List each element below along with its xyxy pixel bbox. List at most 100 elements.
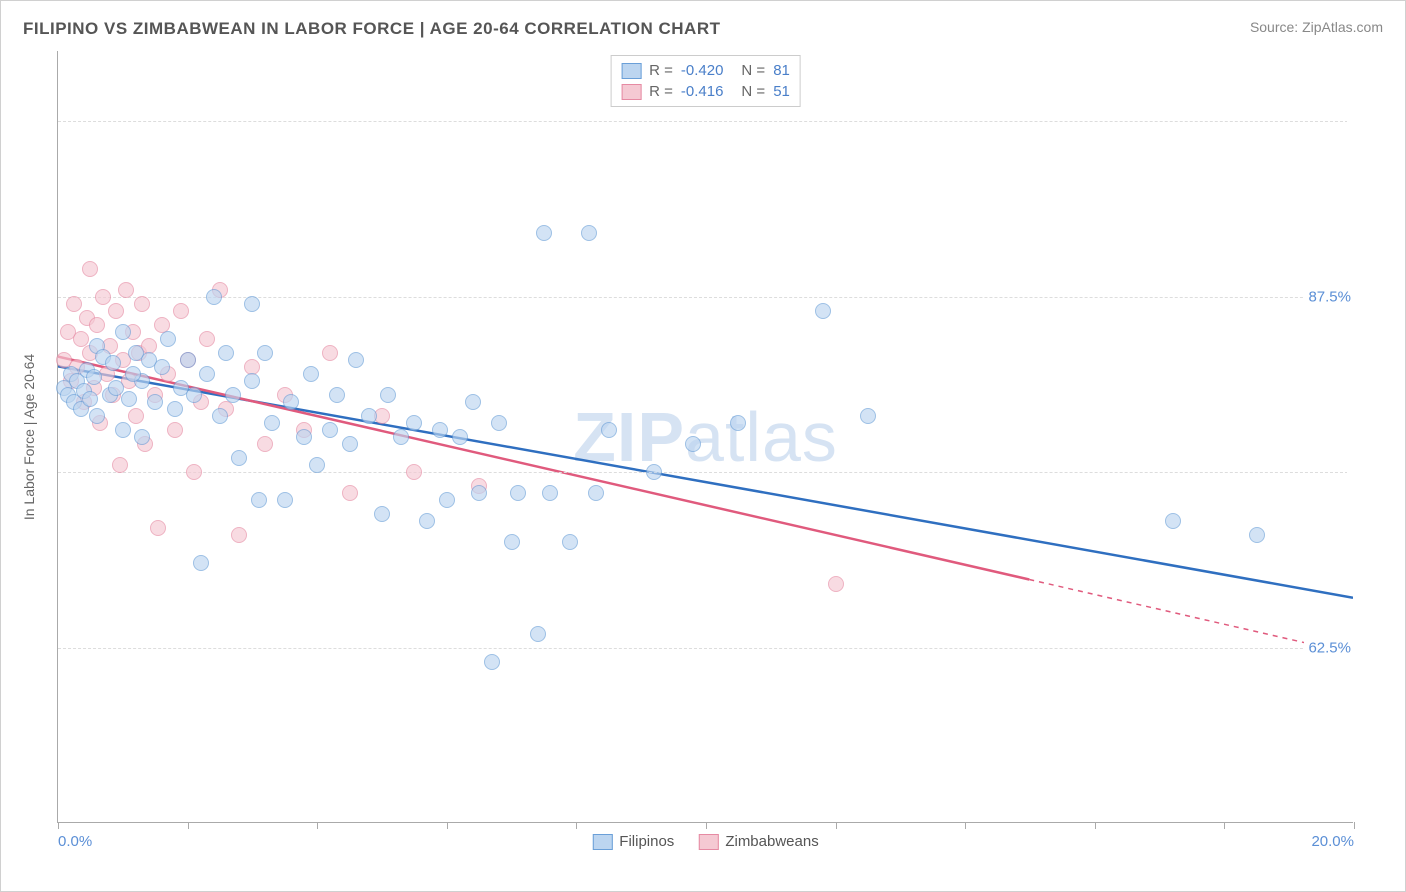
swatch-zimbabweans <box>621 84 641 100</box>
chart-title: FILIPINO VS ZIMBABWEAN IN LABOR FORCE | … <box>23 19 721 39</box>
data-point <box>322 422 338 438</box>
x-tick <box>1354 822 1355 829</box>
data-point <box>452 429 468 445</box>
y-axis-label: 62.5% <box>1304 638 1355 657</box>
data-point <box>588 485 604 501</box>
data-point <box>257 436 273 452</box>
data-point <box>199 366 215 382</box>
data-point <box>186 387 202 403</box>
legend-item-zimbabweans: Zimbabweans <box>698 833 818 850</box>
watermark-rest: atlas <box>685 398 838 476</box>
data-point <box>484 654 500 670</box>
data-point <box>406 464 422 480</box>
data-point <box>380 387 396 403</box>
x-tick <box>1095 822 1096 829</box>
data-point <box>89 408 105 424</box>
data-point <box>303 366 319 382</box>
data-point <box>471 485 487 501</box>
data-point <box>82 261 98 277</box>
data-point <box>374 506 390 522</box>
data-point <box>167 422 183 438</box>
data-point <box>439 492 455 508</box>
x-tick <box>188 822 189 829</box>
legend-label-zimbabweans: Zimbabweans <box>725 833 818 850</box>
data-point <box>167 401 183 417</box>
legend-row-filipinos: R = -0.420 N = 81 <box>621 60 790 81</box>
data-point <box>432 422 448 438</box>
data-point <box>465 394 481 410</box>
data-point <box>419 513 435 529</box>
x-tick <box>836 822 837 829</box>
data-point <box>510 485 526 501</box>
r-label: R = <box>649 83 673 100</box>
data-point <box>342 485 358 501</box>
source-attribution: Source: ZipAtlas.com <box>1250 19 1383 35</box>
data-point <box>348 352 364 368</box>
x-tick <box>965 822 966 829</box>
data-point <box>115 422 131 438</box>
data-point <box>154 359 170 375</box>
data-point <box>186 464 202 480</box>
data-point <box>277 492 293 508</box>
x-tick <box>58 822 59 829</box>
data-point <box>342 436 358 452</box>
data-point <box>530 626 546 642</box>
legend-item-filipinos: Filipinos <box>592 833 674 850</box>
swatch-zimbabweans-icon <box>698 834 718 850</box>
data-point <box>173 303 189 319</box>
x-tick <box>1224 822 1225 829</box>
data-point <box>231 527 247 543</box>
data-point <box>180 352 196 368</box>
watermark-bold: ZIP <box>573 398 685 476</box>
r-value-filipinos: -0.420 <box>681 62 724 79</box>
y-axis-label <box>1347 471 1355 473</box>
data-point <box>406 415 422 431</box>
gridline-h <box>58 648 1353 649</box>
swatch-filipinos-icon <box>592 834 612 850</box>
data-point <box>581 225 597 241</box>
data-point <box>193 555 209 571</box>
x-tick <box>706 822 707 829</box>
data-point <box>730 415 746 431</box>
data-point <box>815 303 831 319</box>
trend-line <box>58 357 1029 580</box>
data-point <box>134 296 150 312</box>
y-axis-title: In Labor Force | Age 20-64 <box>21 354 37 520</box>
data-point <box>244 373 260 389</box>
data-point <box>218 345 234 361</box>
n-label: N = <box>741 62 765 79</box>
correlation-legend: R = -0.420 N = 81 R = -0.416 N = 51 <box>610 55 801 107</box>
r-label: R = <box>649 62 673 79</box>
chart-container: FILIPINO VS ZIMBABWEAN IN LABOR FORCE | … <box>0 0 1406 892</box>
gridline-h <box>58 472 1353 473</box>
data-point <box>121 391 137 407</box>
data-point <box>82 391 98 407</box>
data-point <box>73 331 89 347</box>
data-point <box>309 457 325 473</box>
data-point <box>251 492 267 508</box>
data-point <box>562 534 578 550</box>
data-point <box>1165 513 1181 529</box>
data-point <box>646 464 662 480</box>
legend-label-filipinos: Filipinos <box>619 833 674 850</box>
x-axis-label: 20.0% <box>1311 833 1354 850</box>
x-tick <box>317 822 318 829</box>
data-point <box>128 408 144 424</box>
data-point <box>860 408 876 424</box>
series-legend: Filipinos Zimbabweans <box>592 833 818 850</box>
data-point <box>89 317 105 333</box>
data-point <box>244 296 260 312</box>
data-point <box>112 457 128 473</box>
data-point <box>264 415 280 431</box>
data-point <box>491 415 507 431</box>
data-point <box>199 331 215 347</box>
data-point <box>536 225 552 241</box>
data-point <box>125 366 141 382</box>
data-point <box>66 296 82 312</box>
gridline-h <box>58 121 1353 122</box>
legend-row-zimbabweans: R = -0.416 N = 51 <box>621 81 790 102</box>
data-point <box>828 576 844 592</box>
data-point <box>283 394 299 410</box>
data-point <box>361 408 377 424</box>
data-point <box>231 450 247 466</box>
